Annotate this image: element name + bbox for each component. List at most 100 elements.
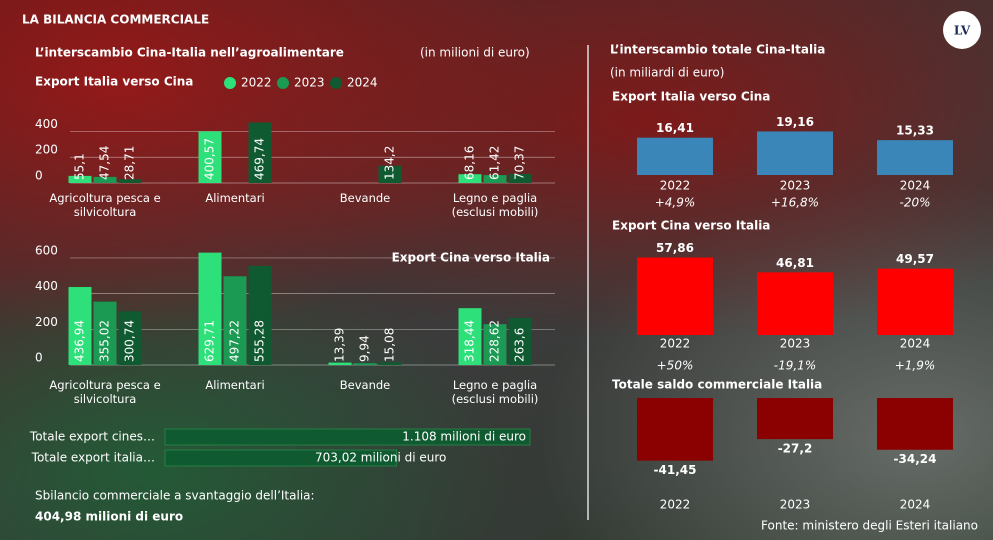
x-tick-label: Bevande (339, 378, 391, 392)
change-label: -19,1% (774, 359, 816, 373)
source: Fonte: ministero degli Esteri italiano (761, 519, 978, 533)
value-label: 15,33 (896, 124, 934, 138)
chart-title: Export Italia verso Cina (35, 75, 193, 89)
bar (508, 173, 532, 183)
logo-circle (943, 11, 981, 49)
bar (68, 175, 92, 183)
bar (223, 276, 247, 365)
value-label: 49,57 (896, 252, 934, 266)
bar (877, 140, 953, 175)
bar (637, 257, 713, 335)
legend-label: 2022 (241, 76, 272, 90)
y-tick-label: 200 (35, 143, 58, 157)
summary-line1: Sbilancio commerciale a svantaggio dell’… (35, 489, 315, 503)
value-label: 9,94 (358, 335, 372, 362)
bar (877, 268, 953, 335)
value-label: -27,2 (778, 442, 813, 456)
bar (757, 398, 833, 440)
legend-swatch (277, 77, 289, 89)
bar (164, 428, 531, 446)
bar (164, 449, 397, 467)
chart-title: Export Cina verso Italia (392, 251, 550, 265)
change-label: -20% (899, 196, 930, 210)
y-tick-label: 400 (35, 279, 58, 293)
x-tick-label: 2022 (660, 179, 691, 193)
value-label: 318,44 (463, 320, 477, 362)
value-label: 13,39 (333, 328, 347, 362)
value-label: -34,24 (894, 452, 937, 466)
x-tick-label: 2023 (780, 498, 811, 512)
x-tick-label: 2023 (780, 179, 811, 193)
row-label: Totale export italia… (31, 451, 155, 465)
bar (118, 311, 142, 365)
left-title: L’interscambio Cina-Italia nell’agroalim… (35, 46, 344, 60)
right-unit: (in miliardi di euro) (610, 66, 724, 80)
change-label: +4,9% (655, 196, 696, 210)
x-tick-label: 2022 (660, 337, 691, 351)
value-label: 61,42 (488, 146, 502, 180)
value-label: 47,54 (98, 146, 112, 180)
legend-label: 2024 (347, 76, 378, 90)
x-tick-label: 2023 (780, 337, 811, 351)
bar (198, 131, 222, 183)
value-label: 629,71 (203, 320, 217, 362)
legend-swatch (330, 77, 342, 89)
value-label: 68,16 (463, 146, 477, 180)
bar (757, 131, 833, 175)
bar (757, 272, 833, 335)
value-label: 55,1 (73, 153, 87, 180)
right-title: L’interscambio totale Cina-Italia (610, 43, 825, 57)
x-tick-label: 2022 (660, 498, 691, 512)
y-tick-label: 0 (35, 351, 43, 365)
value-label: 469,74 (253, 138, 267, 180)
value-label: 28,71 (123, 146, 137, 180)
bar (328, 362, 352, 365)
row-label: Totale export cines… (29, 430, 155, 444)
legend-label: 2023 (294, 76, 325, 90)
change-label: +1,9% (895, 359, 936, 373)
bar (637, 398, 713, 461)
logo: LV (954, 24, 971, 38)
value-label: 19,16 (776, 115, 814, 129)
x-tick-label: Agricoltura pesca e silvicoltura (49, 191, 161, 219)
bar (353, 363, 377, 365)
x-tick-label: Agricoltura pesca e silvicoltura (49, 378, 161, 406)
chart-title: Totale saldo commerciale Italia (612, 378, 822, 392)
bar (93, 301, 117, 365)
x-tick-label: 2024 (900, 498, 931, 512)
value-label: 16,41 (656, 121, 694, 135)
bar (118, 179, 142, 183)
bar (378, 362, 402, 365)
value-label: 703,02 milioni di euro (315, 451, 446, 465)
value-label: 263,6 (513, 328, 527, 362)
main-title: LA BILANCIA COMMERCIALE (22, 13, 209, 27)
y-tick-label: 200 (35, 315, 58, 329)
chart-title: Export Cina verso Italia (612, 219, 770, 233)
value-label: 57,86 (656, 241, 694, 255)
x-tick-label: Bevande (339, 191, 391, 205)
x-tick-label: 2024 (900, 337, 931, 351)
bar (508, 317, 532, 365)
bar (637, 137, 713, 175)
summary-line2: 404,98 milioni di euro (35, 510, 183, 524)
bar (198, 252, 222, 365)
value-label: 300,74 (123, 320, 137, 362)
bar (93, 176, 117, 183)
value-label: 400,57 (203, 138, 217, 180)
change-label: +16,8% (771, 196, 819, 210)
bar (483, 324, 507, 365)
value-label: 70,37 (513, 146, 527, 180)
bar (877, 398, 953, 450)
value-label: 555,28 (253, 320, 267, 362)
x-tick-label: Alimentari (205, 191, 265, 205)
value-label: 46,81 (776, 256, 814, 270)
value-label: 15,08 (383, 328, 397, 362)
value-label: 228,62 (488, 320, 502, 362)
y-tick-label: 600 (35, 243, 58, 257)
value-label: 134,2 (383, 146, 397, 180)
bar (458, 308, 482, 365)
bar (483, 175, 507, 183)
bar (248, 265, 272, 365)
x-tick-label: Alimentari (205, 378, 265, 392)
